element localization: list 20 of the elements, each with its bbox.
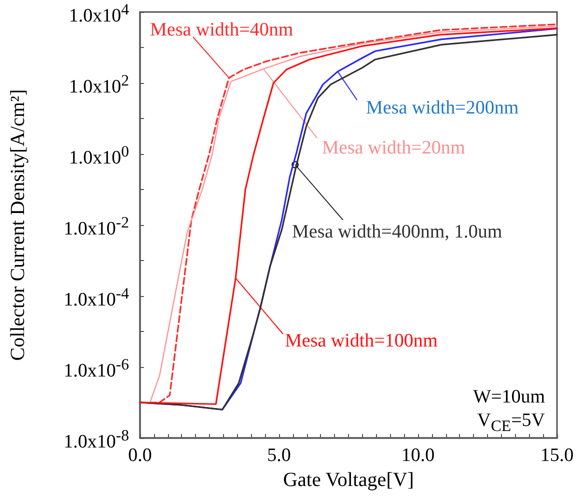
annotation: Mesa width=200nm [366, 98, 519, 118]
y-tick-label: 1.0x10$^{0}$ [68, 143, 129, 169]
x-tick-label: 0.0 [128, 445, 152, 466]
annotation: W=10um [473, 386, 545, 408]
annotation: Mesa width=40nm [150, 20, 294, 40]
x-tick-label: 10.0 [401, 445, 435, 466]
y-tick-label: 1.0x10$^{2}$ [68, 72, 129, 98]
x-tick-label: 15.0 [540, 445, 574, 466]
annotation: V$_{CE}$=5V [477, 410, 545, 435]
y-tick-label: 1.0x10$^{-4}$ [64, 285, 129, 311]
x-axis-title: Gate Voltage[V] [283, 468, 414, 491]
x-tick-label: 5.0 [267, 445, 291, 466]
annotation: Mesa width=400nm, 1.0um [292, 222, 502, 242]
annotation: Mesa width=100nm [285, 330, 438, 352]
y-axis-title: Collector Current Density[A/cm²] [7, 89, 29, 361]
y-tick-label: 1.0x10$^{-6}$ [64, 356, 129, 382]
annotation: Mesa width=20nm [322, 138, 466, 158]
y-tick-label: 1.0x10$^{-2}$ [64, 214, 129, 240]
y-tick-label: 1.0x10$^{4}$ [68, 1, 129, 27]
y-tick-label: 1.0x10$^{-8}$ [64, 427, 129, 453]
